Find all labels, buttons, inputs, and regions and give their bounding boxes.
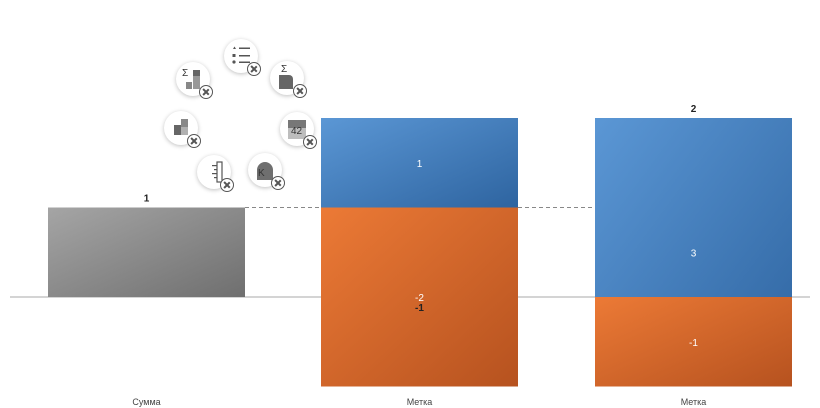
bar-segment[interactable] [48, 207, 245, 298]
radial-menu-button[interactable]: Σ [270, 61, 307, 98]
category-label: Метка [407, 397, 433, 407]
list-legend-icon [232, 46, 250, 64]
remove-badge-icon[interactable] [187, 134, 201, 148]
remove-badge-icon[interactable] [303, 135, 317, 149]
category-label-icon [257, 162, 273, 180]
segment-value-label: -2 [415, 293, 424, 304]
remove-badge-icon[interactable] [293, 84, 307, 98]
remove-badge-icon[interactable] [271, 176, 285, 190]
icon-glyph-text: Σ [182, 68, 189, 79]
total-value-label: 2 [691, 104, 697, 115]
segment-value-label: 3 [691, 248, 697, 259]
icon-glyph-text: Σ [281, 64, 288, 75]
bar-segment[interactable] [595, 297, 792, 387]
segment-value-label: 1 [417, 159, 423, 170]
radial-menu-button[interactable]: 42 [280, 112, 317, 149]
value-label-icon [288, 120, 306, 139]
category-label: Сумма [132, 397, 160, 407]
total-value-label: 1 [144, 194, 150, 205]
radial-menu-button[interactable]: K [248, 153, 285, 190]
remove-badge-icon[interactable] [220, 178, 234, 192]
radial-menu-button[interactable] [164, 111, 201, 148]
segment-value-label: -1 [689, 338, 698, 349]
remove-badge-icon[interactable] [199, 85, 213, 99]
bar-segment[interactable] [321, 118, 518, 208]
waterfall-segment-icon [174, 119, 188, 135]
icon-glyph-text: 42 [291, 126, 303, 137]
radial-menu-button[interactable]: Σ [176, 62, 213, 99]
radial-menu-button[interactable] [197, 155, 234, 192]
radial-menu-button[interactable] [224, 39, 261, 76]
total-value-label: -1 [415, 303, 424, 314]
sum-bar-icon [279, 75, 293, 89]
sum-stack-icon [186, 70, 200, 89]
icon-glyph-text: K [258, 168, 265, 179]
category-label: Метка [681, 397, 707, 407]
bar-segment[interactable] [321, 207, 518, 387]
remove-badge-icon[interactable] [247, 62, 261, 76]
